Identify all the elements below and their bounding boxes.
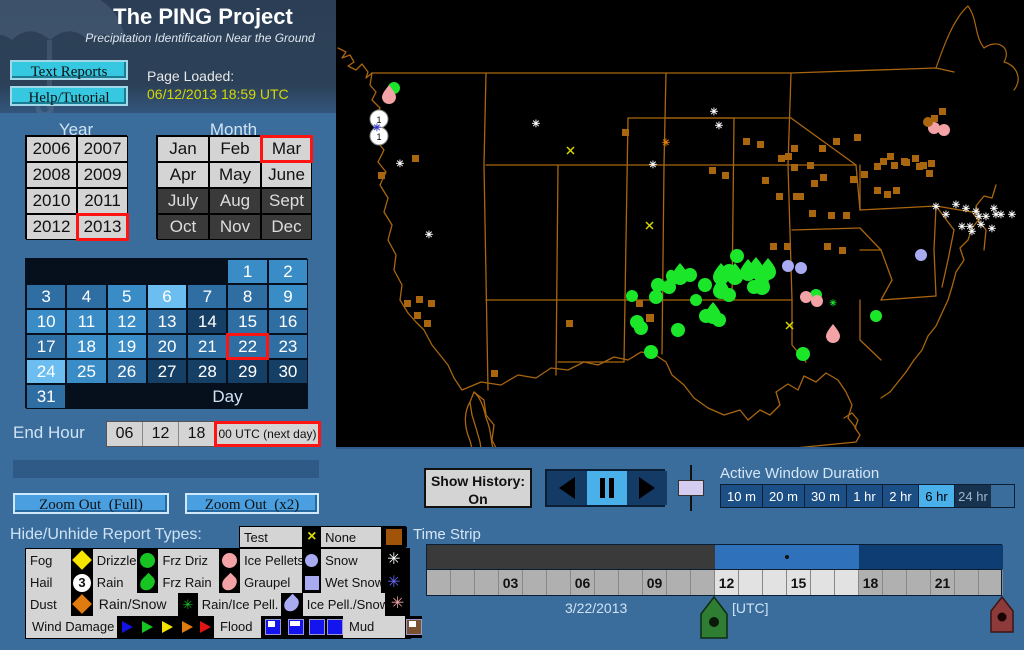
svg-text:✳: ✳ xyxy=(997,210,1006,221)
svg-text:✳: ✳ xyxy=(968,227,977,238)
svg-text:✳: ✳ xyxy=(373,123,382,134)
svg-text:✳: ✳ xyxy=(662,138,671,149)
svg-text:✳: ✳ xyxy=(942,210,951,221)
svg-text:✳: ✳ xyxy=(532,119,541,130)
svg-text:✳: ✳ xyxy=(972,207,981,218)
svg-text:✳: ✳ xyxy=(932,202,941,213)
svg-text:✳: ✳ xyxy=(710,107,719,118)
svg-text:✳: ✳ xyxy=(958,222,967,233)
svg-text:✳: ✳ xyxy=(649,160,658,171)
svg-text:✳: ✳ xyxy=(396,159,405,170)
svg-text:✳: ✳ xyxy=(988,224,997,235)
svg-text:✳: ✳ xyxy=(977,220,986,231)
svg-text:✳: ✳ xyxy=(1008,210,1017,221)
svg-text:✳: ✳ xyxy=(829,298,837,308)
svg-text:✳: ✳ xyxy=(425,230,434,241)
svg-text:✳: ✳ xyxy=(952,200,961,211)
svg-text:✳: ✳ xyxy=(715,121,724,132)
svg-text:✳: ✳ xyxy=(962,204,971,215)
